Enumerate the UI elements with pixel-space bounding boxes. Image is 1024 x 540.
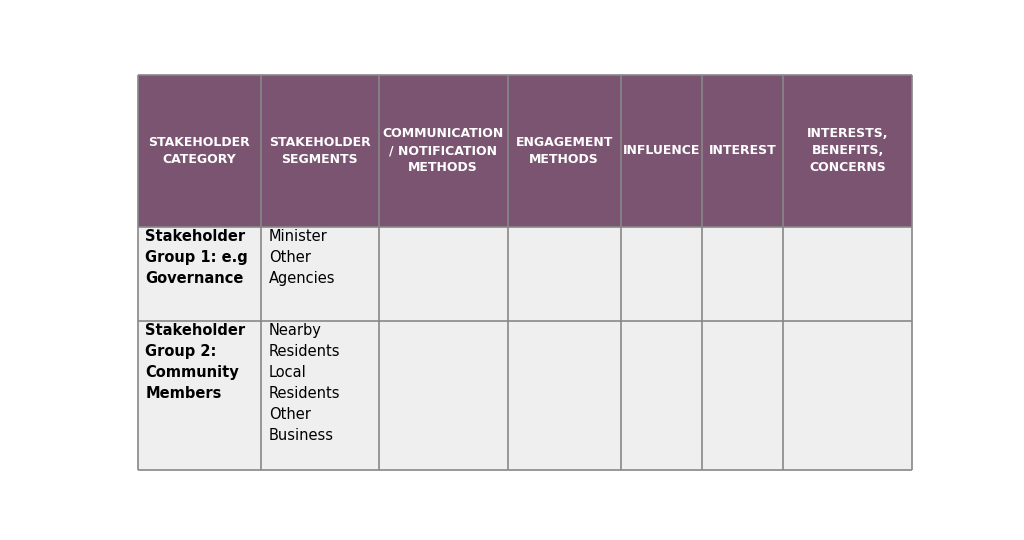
Text: STAKEHOLDER
CATEGORY: STAKEHOLDER CATEGORY	[148, 136, 250, 166]
Bar	[137, 75, 261, 227]
Bar	[508, 75, 621, 227]
Bar	[783, 75, 912, 227]
Text: Stakeholder
Group 2:
Community
Members: Stakeholder Group 2: Community Members	[145, 323, 246, 401]
Bar	[137, 227, 261, 321]
Bar	[621, 227, 701, 321]
Text: STAKEHOLDER
SEGMENTS: STAKEHOLDER SEGMENTS	[269, 136, 371, 166]
Text: ENGAGEMENT
METHODS: ENGAGEMENT METHODS	[515, 136, 613, 166]
Text: COMMUNICATION
/ NOTIFICATION
METHODS: COMMUNICATION / NOTIFICATION METHODS	[383, 127, 504, 174]
Bar	[261, 227, 379, 321]
Bar	[508, 227, 621, 321]
Bar	[508, 321, 621, 470]
Bar	[379, 321, 508, 470]
Bar	[701, 75, 783, 227]
Text: INTEREST: INTEREST	[709, 144, 776, 157]
Text: Stakeholder
Group 1: e.g
Governance: Stakeholder Group 1: e.g Governance	[145, 229, 248, 286]
Text: INFLUENCE: INFLUENCE	[623, 144, 700, 157]
Bar	[379, 75, 508, 227]
Bar	[621, 75, 701, 227]
Bar	[701, 321, 783, 470]
Text: INTERESTS,
BENEFITS,
CONCERNS: INTERESTS, BENEFITS, CONCERNS	[807, 127, 889, 174]
Bar	[783, 321, 912, 470]
Bar	[379, 227, 508, 321]
Bar	[701, 227, 783, 321]
Bar	[261, 321, 379, 470]
Bar	[261, 75, 379, 227]
Bar	[621, 321, 701, 470]
Text: Minister
Other
Agencies: Minister Other Agencies	[269, 229, 335, 286]
Bar	[783, 227, 912, 321]
Bar	[137, 321, 261, 470]
Text: Nearby
Residents
Local
Residents
Other
Business: Nearby Residents Local Residents Other B…	[269, 323, 340, 443]
